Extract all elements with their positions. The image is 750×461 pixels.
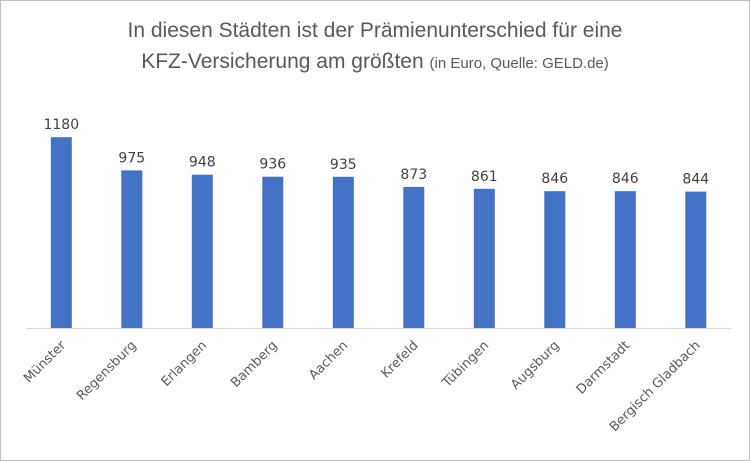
chart-title-main: KFZ-Versicherung am größten: [141, 50, 424, 73]
category-label: Tübingen: [439, 338, 492, 391]
category-label: Augsburg: [508, 338, 562, 392]
bar-regensburg: [121, 170, 143, 328]
category-label: Erlangen: [159, 338, 211, 390]
category-label: Bamberg: [228, 338, 280, 390]
bar-bergisch-gladbach: [685, 191, 707, 328]
data-label: 861: [471, 169, 498, 185]
chart-title-source: (in Euro, Quelle: GELD.de): [429, 55, 609, 72]
data-labels: 1180 975 948 936 935 873 861 846 846 844: [43, 117, 709, 187]
data-label: 948: [189, 155, 216, 171]
bar-erlangen: [191, 174, 213, 328]
data-label: 975: [118, 150, 145, 166]
bar-augsburg: [544, 191, 566, 328]
data-label: 935: [330, 157, 357, 173]
bar-aachen: [332, 176, 354, 328]
bar-darmstadt: [614, 191, 636, 328]
bar-münster: [50, 137, 72, 328]
category-label: Münster: [21, 338, 69, 386]
data-label: 936: [259, 157, 286, 173]
category-labels: Münster Regensburg Erlangen Bamberg Aachen Kr…: [21, 338, 704, 435]
data-label: 844: [682, 172, 709, 188]
chart-title: In diesen Städten ist der Prämienuntersc…: [1, 15, 749, 79]
bar-tübingen: [473, 188, 495, 328]
bar-krefeld: [403, 186, 425, 328]
chart-title-line-2: KFZ-Versicherung am größten (in Euro, Qu…: [1, 46, 749, 79]
data-label: 846: [541, 171, 568, 187]
category-label: Aachen: [306, 338, 351, 383]
data-label: 1180: [43, 117, 79, 133]
data-label: 873: [400, 167, 427, 183]
category-label: Regensburg: [74, 338, 139, 403]
bar-series: [50, 137, 707, 328]
bar-bamberg: [262, 176, 284, 328]
data-label: 846: [612, 171, 639, 187]
chart-title-line-1: In diesen Städten ist der Prämienuntersc…: [127, 19, 623, 42]
category-label: Darmstadt: [574, 338, 633, 397]
category-label: Krefeld: [378, 338, 421, 381]
